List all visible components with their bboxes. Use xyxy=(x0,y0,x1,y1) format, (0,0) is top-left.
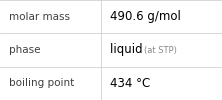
Text: boiling point: boiling point xyxy=(9,78,74,88)
Text: (at STP): (at STP) xyxy=(144,46,177,54)
Text: 490.6 g/mol: 490.6 g/mol xyxy=(110,10,181,23)
Text: molar mass: molar mass xyxy=(9,12,70,22)
Text: phase: phase xyxy=(9,45,40,55)
Text: 434 °C: 434 °C xyxy=(110,77,150,90)
Text: liquid: liquid xyxy=(110,44,150,56)
